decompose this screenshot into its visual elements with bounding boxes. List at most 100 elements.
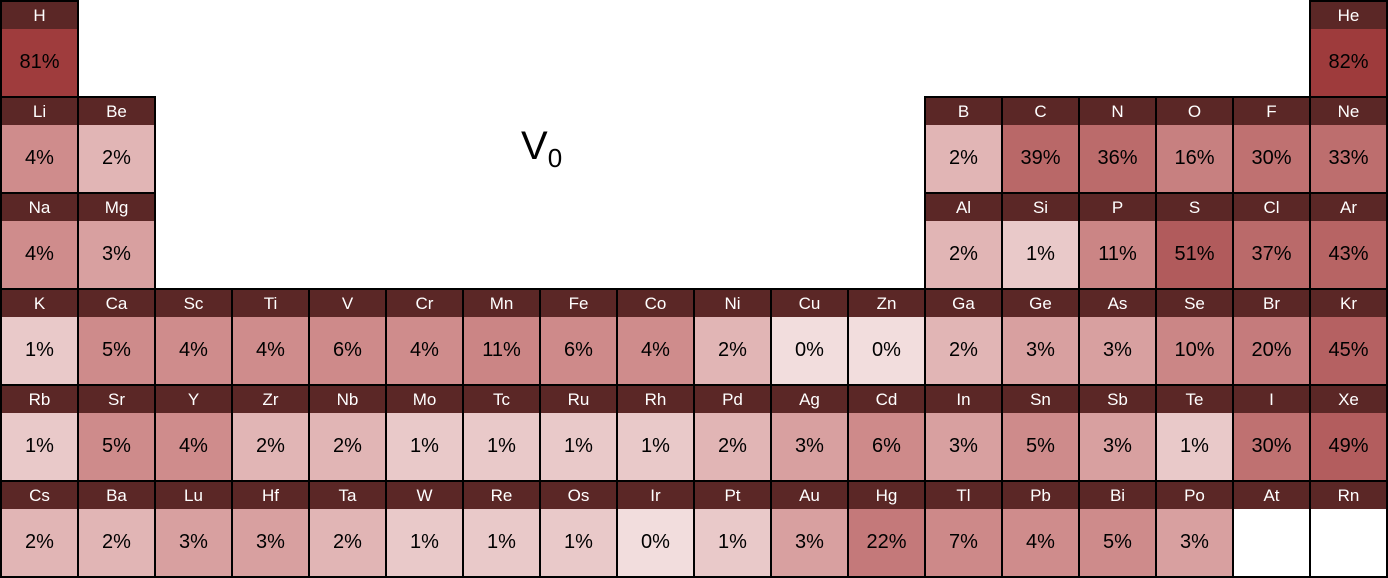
element-symbol: Po [1158, 483, 1231, 509]
element-cell-Ni: Ni 2% [693, 288, 772, 386]
element-symbol: Ca [80, 291, 153, 317]
element-symbol: S [1158, 195, 1231, 221]
element-cell-Nb: Nb 2% [308, 384, 387, 482]
empty-cell [617, 193, 694, 289]
empty-cell [540, 97, 617, 193]
element-value: 1% [410, 530, 439, 553]
element-symbol: Pt [696, 483, 769, 509]
element-symbol: Bi [1081, 483, 1154, 509]
element-cell-Kr: Kr 45% [1309, 288, 1388, 386]
element-value: 1% [564, 530, 593, 553]
element-symbol: Ag [773, 387, 846, 413]
element-cell-Ir: Ir 0% [616, 480, 695, 578]
element-symbol: I [1235, 387, 1308, 413]
element-value: 30% [1251, 146, 1292, 169]
element-symbol: Be [80, 99, 153, 125]
element-value [1312, 509, 1385, 575]
element-value: 16% [1174, 146, 1215, 169]
element-cell-Ge: Ge 3% [1001, 288, 1080, 386]
element-cell-Pt: Pt 1% [693, 480, 772, 578]
element-value: 2% [949, 338, 978, 361]
element-cell-Br: Br 20% [1232, 288, 1311, 386]
element-cell-As: As 3% [1078, 288, 1157, 386]
table-row: H 81% He 82% [0, 0, 1388, 98]
element-value: 11% [1098, 242, 1137, 265]
element-symbol: Ba [80, 483, 153, 509]
element-cell-Re: Re 1% [462, 480, 541, 578]
element-cell-Zn: Zn 0% [847, 288, 926, 386]
element-cell-Lu: Lu 3% [154, 480, 233, 578]
element-cell-Zr: Zr 2% [231, 384, 310, 482]
empty-cell [78, 1, 155, 97]
element-cell-W: W 1% [385, 480, 464, 578]
element-cell-Ag: Ag 3% [770, 384, 849, 482]
element-cell-Tl: Tl 7% [924, 480, 1003, 578]
element-value [1235, 509, 1308, 575]
element-cell-P: P 11% [1078, 192, 1157, 290]
element-cell-Te: Te 1% [1155, 384, 1234, 482]
empty-cell [694, 1, 771, 97]
element-symbol: Au [773, 483, 846, 509]
element-value: 33% [1328, 146, 1369, 169]
element-cell-Ne: Ne 33% [1309, 96, 1388, 194]
element-value: 3% [949, 434, 978, 457]
element-cell-Ba: Ba 2% [77, 480, 156, 578]
element-value: 1% [25, 338, 54, 361]
element-symbol: Co [619, 291, 692, 317]
chart-title-base: V [521, 124, 548, 168]
empty-cell [1079, 1, 1156, 97]
element-value: 39% [1020, 146, 1061, 169]
element-cell-Hf: Hf 3% [231, 480, 310, 578]
element-value: 1% [718, 530, 747, 553]
empty-cell [771, 193, 848, 289]
element-symbol: Rn [1312, 483, 1385, 509]
element-cell-Pb: Pb 4% [1001, 480, 1080, 578]
element-cell-Rb: Rb 1% [0, 384, 79, 482]
element-value: 5% [1026, 434, 1055, 457]
element-symbol: P [1081, 195, 1154, 221]
element-value: 7% [949, 530, 978, 553]
element-symbol: Tc [465, 387, 538, 413]
empty-cell [309, 193, 386, 289]
empty-cell [155, 97, 232, 193]
element-cell-Cu: Cu 0% [770, 288, 849, 386]
element-symbol: Tl [927, 483, 1000, 509]
element-value: 2% [102, 146, 131, 169]
element-value: 4% [641, 338, 670, 361]
element-cell-V: V 6% [308, 288, 387, 386]
element-value: 1% [564, 434, 593, 457]
element-symbol: F [1235, 99, 1308, 125]
element-value: 3% [256, 530, 285, 553]
element-value: 5% [1103, 530, 1132, 553]
element-cell-Se: Se 10% [1155, 288, 1234, 386]
element-symbol: Ga [927, 291, 1000, 317]
element-cell-F: F 30% [1232, 96, 1311, 194]
element-symbol: Sr [80, 387, 153, 413]
element-value: 1% [1180, 434, 1209, 457]
empty-cell [1156, 1, 1233, 97]
element-cell-N: N 36% [1078, 96, 1157, 194]
element-symbol: Mo [388, 387, 461, 413]
element-cell-Cl: Cl 37% [1232, 192, 1311, 290]
element-value: 1% [410, 434, 439, 457]
empty-cell [540, 193, 617, 289]
element-symbol: Al [927, 195, 1000, 221]
element-symbol: Na [3, 195, 76, 221]
element-symbol: Zn [850, 291, 923, 317]
element-cell-Os: Os 1% [539, 480, 618, 578]
element-cell-In: In 3% [924, 384, 1003, 482]
element-cell-Li: Li 4% [0, 96, 79, 194]
table-row: Cs 2% Ba 2% Lu 3% Hf 3% Ta 2% W 1% Re 1% Os 1% Ir 0% Pt 1% A… [0, 480, 1388, 578]
empty-cell [848, 97, 925, 193]
element-value: 22% [866, 530, 907, 553]
element-value: 5% [102, 338, 131, 361]
element-value: 51% [1174, 242, 1215, 265]
empty-cell [463, 1, 540, 97]
empty-cell [771, 97, 848, 193]
empty-cell [925, 1, 1002, 97]
empty-cell [232, 193, 309, 289]
element-value: 10% [1174, 338, 1215, 361]
element-value: 3% [102, 242, 131, 265]
element-symbol: Ir [619, 483, 692, 509]
